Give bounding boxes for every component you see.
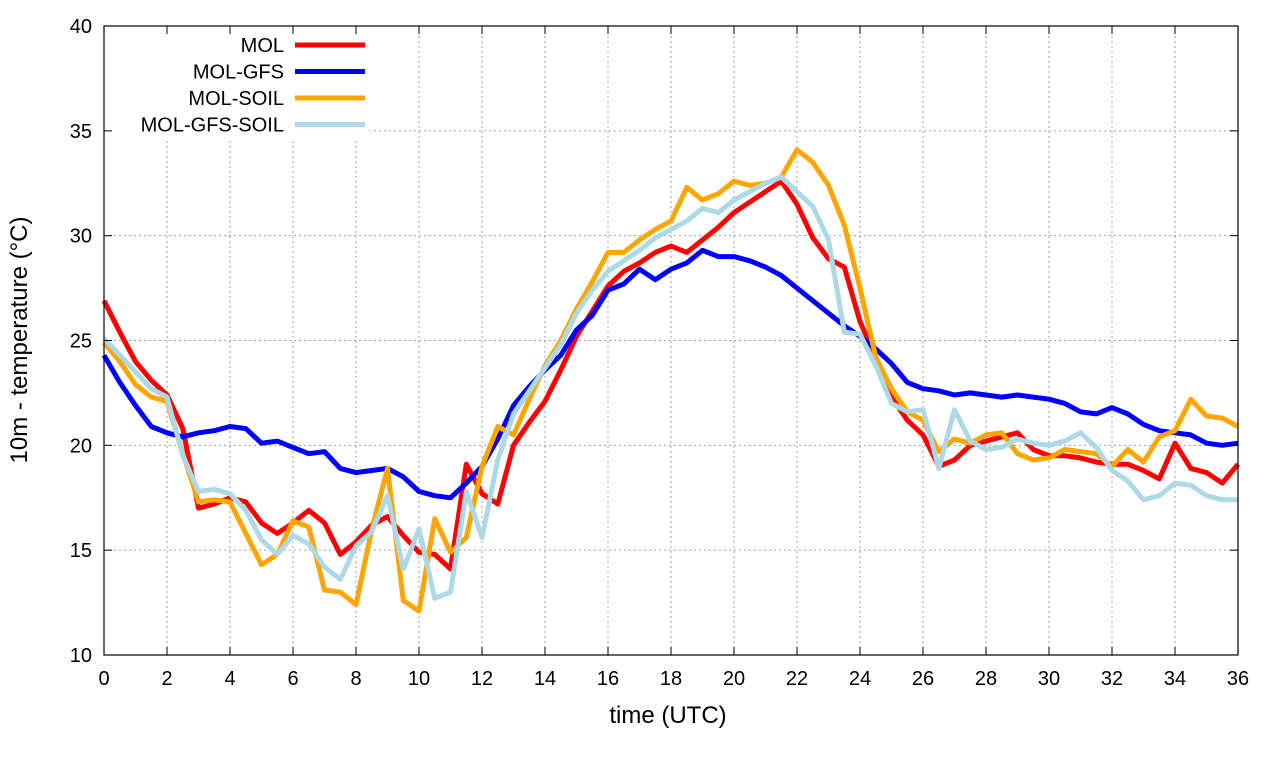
series-line-mol-gfs <box>101 247 1239 501</box>
y-tick-label: 20 <box>70 435 92 457</box>
axis-ticks: 0 2 4 6 8 10 12 14 16 18 20 22 24 26 28 30 32 34 361015202… <box>70 16 1249 690</box>
series-line-mol-soil <box>102 147 1240 614</box>
x-tick-label: 8 <box>350 668 361 690</box>
legend-background <box>108 30 370 138</box>
x-tick-label: 20 <box>723 668 745 690</box>
legend-label: MOL-SOIL <box>188 88 284 110</box>
y-axis-label: 10m - temperature (°C) <box>6 217 33 464</box>
y-tick-label: 30 <box>70 226 92 248</box>
x-tick-label: 10 <box>408 668 430 690</box>
x-tick-label: 14 <box>534 668 556 690</box>
x-tick-label: 4 <box>224 668 235 690</box>
x-tick-label: 16 <box>597 668 619 690</box>
series-lines <box>101 147 1240 614</box>
x-tick-label: 18 <box>660 668 682 690</box>
legend-label: MOL-GFS <box>193 62 284 84</box>
x-tick-label: 32 <box>1101 668 1123 690</box>
y-tick-label: 25 <box>70 331 92 353</box>
series-line-mol-gfs-soil <box>102 174 1238 601</box>
x-tick-label: 0 <box>98 668 109 690</box>
x-tick-label: 12 <box>471 668 493 690</box>
legend-label: MOL <box>241 35 284 57</box>
x-tick-label: 30 <box>1038 668 1060 690</box>
series-line-mol <box>101 178 1240 572</box>
y-tick-label: 10 <box>70 645 92 667</box>
y-tick-label: 35 <box>70 121 92 143</box>
legend-label: MOL-GFS-SOIL <box>141 115 284 137</box>
x-tick-label: 36 <box>1227 668 1249 690</box>
x-tick-label: 26 <box>912 668 934 690</box>
y-tick-label: 15 <box>70 540 92 562</box>
x-tick-label: 22 <box>786 668 808 690</box>
x-tick-label: 24 <box>849 668 871 690</box>
x-tick-label: 6 <box>287 668 298 690</box>
x-axis-label: time (UTC) <box>609 702 726 729</box>
x-tick-label: 2 <box>161 668 172 690</box>
x-tick-label: 28 <box>975 668 997 690</box>
y-tick-label: 40 <box>70 16 92 38</box>
legend: MOL MOL-GFS MOL-SOIL MOL-GFS-SOIL <box>108 30 370 138</box>
x-tick-label: 34 <box>1164 668 1186 690</box>
